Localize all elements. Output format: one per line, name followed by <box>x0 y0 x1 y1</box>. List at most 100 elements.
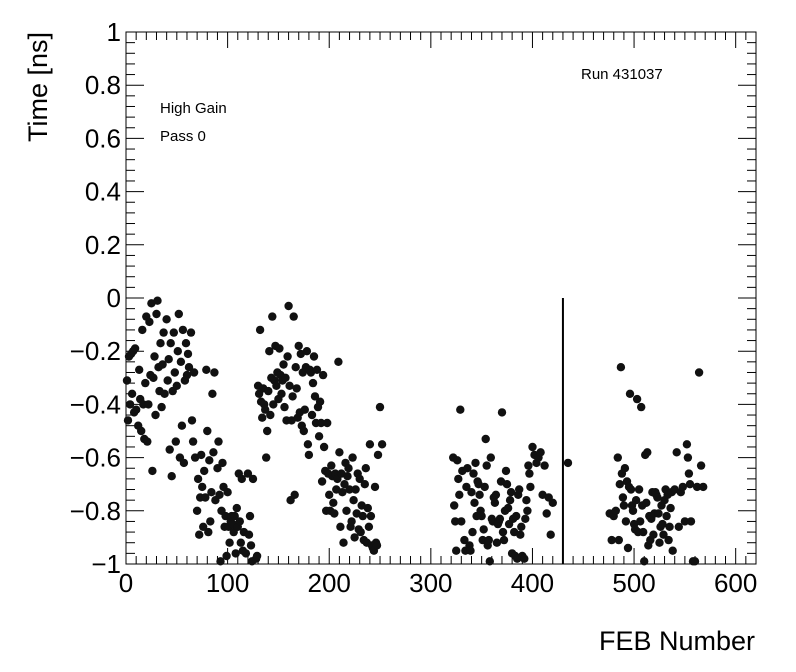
data-point <box>460 535 469 545</box>
data-point <box>686 517 696 526</box>
x-tick-label: 100 <box>206 568 249 598</box>
data-point <box>263 426 272 436</box>
data-point <box>186 328 196 337</box>
data-point <box>498 527 508 537</box>
x-tick-label: 600 <box>714 568 757 598</box>
data-point <box>375 402 385 412</box>
data-point <box>626 485 636 494</box>
data-point <box>516 530 525 539</box>
data-point <box>521 514 530 523</box>
data-point <box>162 315 171 324</box>
data-point <box>542 509 551 518</box>
data-point <box>231 549 240 558</box>
data-point <box>264 386 273 396</box>
data-point <box>486 453 495 462</box>
data-point <box>291 363 300 372</box>
x-tick-label: 200 <box>308 568 351 598</box>
data-point <box>204 527 213 537</box>
data-point <box>195 530 204 539</box>
data-point <box>290 490 299 499</box>
data-point <box>674 522 683 531</box>
data-point <box>323 418 332 428</box>
data-point <box>450 501 459 510</box>
data-point <box>351 485 360 494</box>
x-axis-title: FEB Number <box>599 626 755 656</box>
y-axis-title: Time [ns] <box>23 32 53 142</box>
data-point <box>685 480 695 489</box>
data-point <box>479 525 488 534</box>
y-tick-label: −0.4 <box>70 389 121 419</box>
data-point <box>315 397 325 406</box>
data-point <box>255 325 265 335</box>
data-point <box>491 490 501 499</box>
x-tick-label: 0 <box>119 568 133 598</box>
data-point <box>336 522 345 531</box>
data-point <box>334 357 343 366</box>
data-point <box>497 408 507 417</box>
data-point <box>310 392 320 401</box>
data-point <box>699 482 708 492</box>
data-point <box>619 501 629 510</box>
data-point <box>241 549 251 558</box>
data-point <box>345 485 354 494</box>
data-point <box>184 363 194 372</box>
data-point <box>163 376 172 385</box>
data-points <box>122 296 708 566</box>
data-point <box>325 490 334 499</box>
data-point <box>634 485 644 494</box>
data-point <box>157 402 166 412</box>
data-point <box>481 434 490 444</box>
data-point <box>475 490 484 499</box>
axis-ticks <box>125 31 757 565</box>
data-point <box>207 488 216 497</box>
data-point <box>317 477 327 486</box>
data-point <box>288 392 297 401</box>
data-point <box>616 363 626 372</box>
data-point <box>349 496 358 505</box>
data-point <box>144 400 153 409</box>
data-point <box>208 389 217 398</box>
data-point <box>192 506 202 515</box>
data-point <box>135 365 144 374</box>
data-point <box>213 464 222 473</box>
data-point <box>696 461 706 470</box>
data-point <box>347 517 356 526</box>
data-point <box>137 426 146 436</box>
data-point <box>203 426 212 436</box>
data-point <box>283 352 292 361</box>
data-point <box>289 312 298 321</box>
data-point <box>348 453 357 462</box>
data-point <box>319 442 329 452</box>
data-point <box>201 493 210 502</box>
data-point <box>261 405 270 414</box>
data-point <box>292 384 301 393</box>
data-point <box>188 437 198 446</box>
data-point <box>680 517 690 526</box>
data-point <box>528 442 537 452</box>
data-point <box>236 538 245 547</box>
data-point <box>512 511 521 521</box>
data-point <box>614 535 623 545</box>
data-point <box>480 482 489 492</box>
data-point <box>639 527 648 537</box>
y-tick-label: 0.4 <box>85 177 121 207</box>
data-point <box>187 416 197 425</box>
data-point <box>505 496 515 505</box>
data-point <box>631 496 641 505</box>
data-point <box>294 341 303 351</box>
data-point <box>303 440 313 449</box>
data-point <box>269 400 278 409</box>
data-point <box>517 522 526 531</box>
data-point <box>462 482 471 492</box>
data-point <box>653 493 662 502</box>
data-point <box>300 405 309 414</box>
data-point <box>499 535 509 545</box>
data-point <box>358 511 367 521</box>
data-point <box>275 344 284 353</box>
data-point <box>467 488 476 497</box>
data-point <box>138 325 147 335</box>
data-point <box>169 328 178 337</box>
data-point <box>145 317 154 327</box>
data-point <box>280 402 289 412</box>
data-point <box>468 527 477 537</box>
